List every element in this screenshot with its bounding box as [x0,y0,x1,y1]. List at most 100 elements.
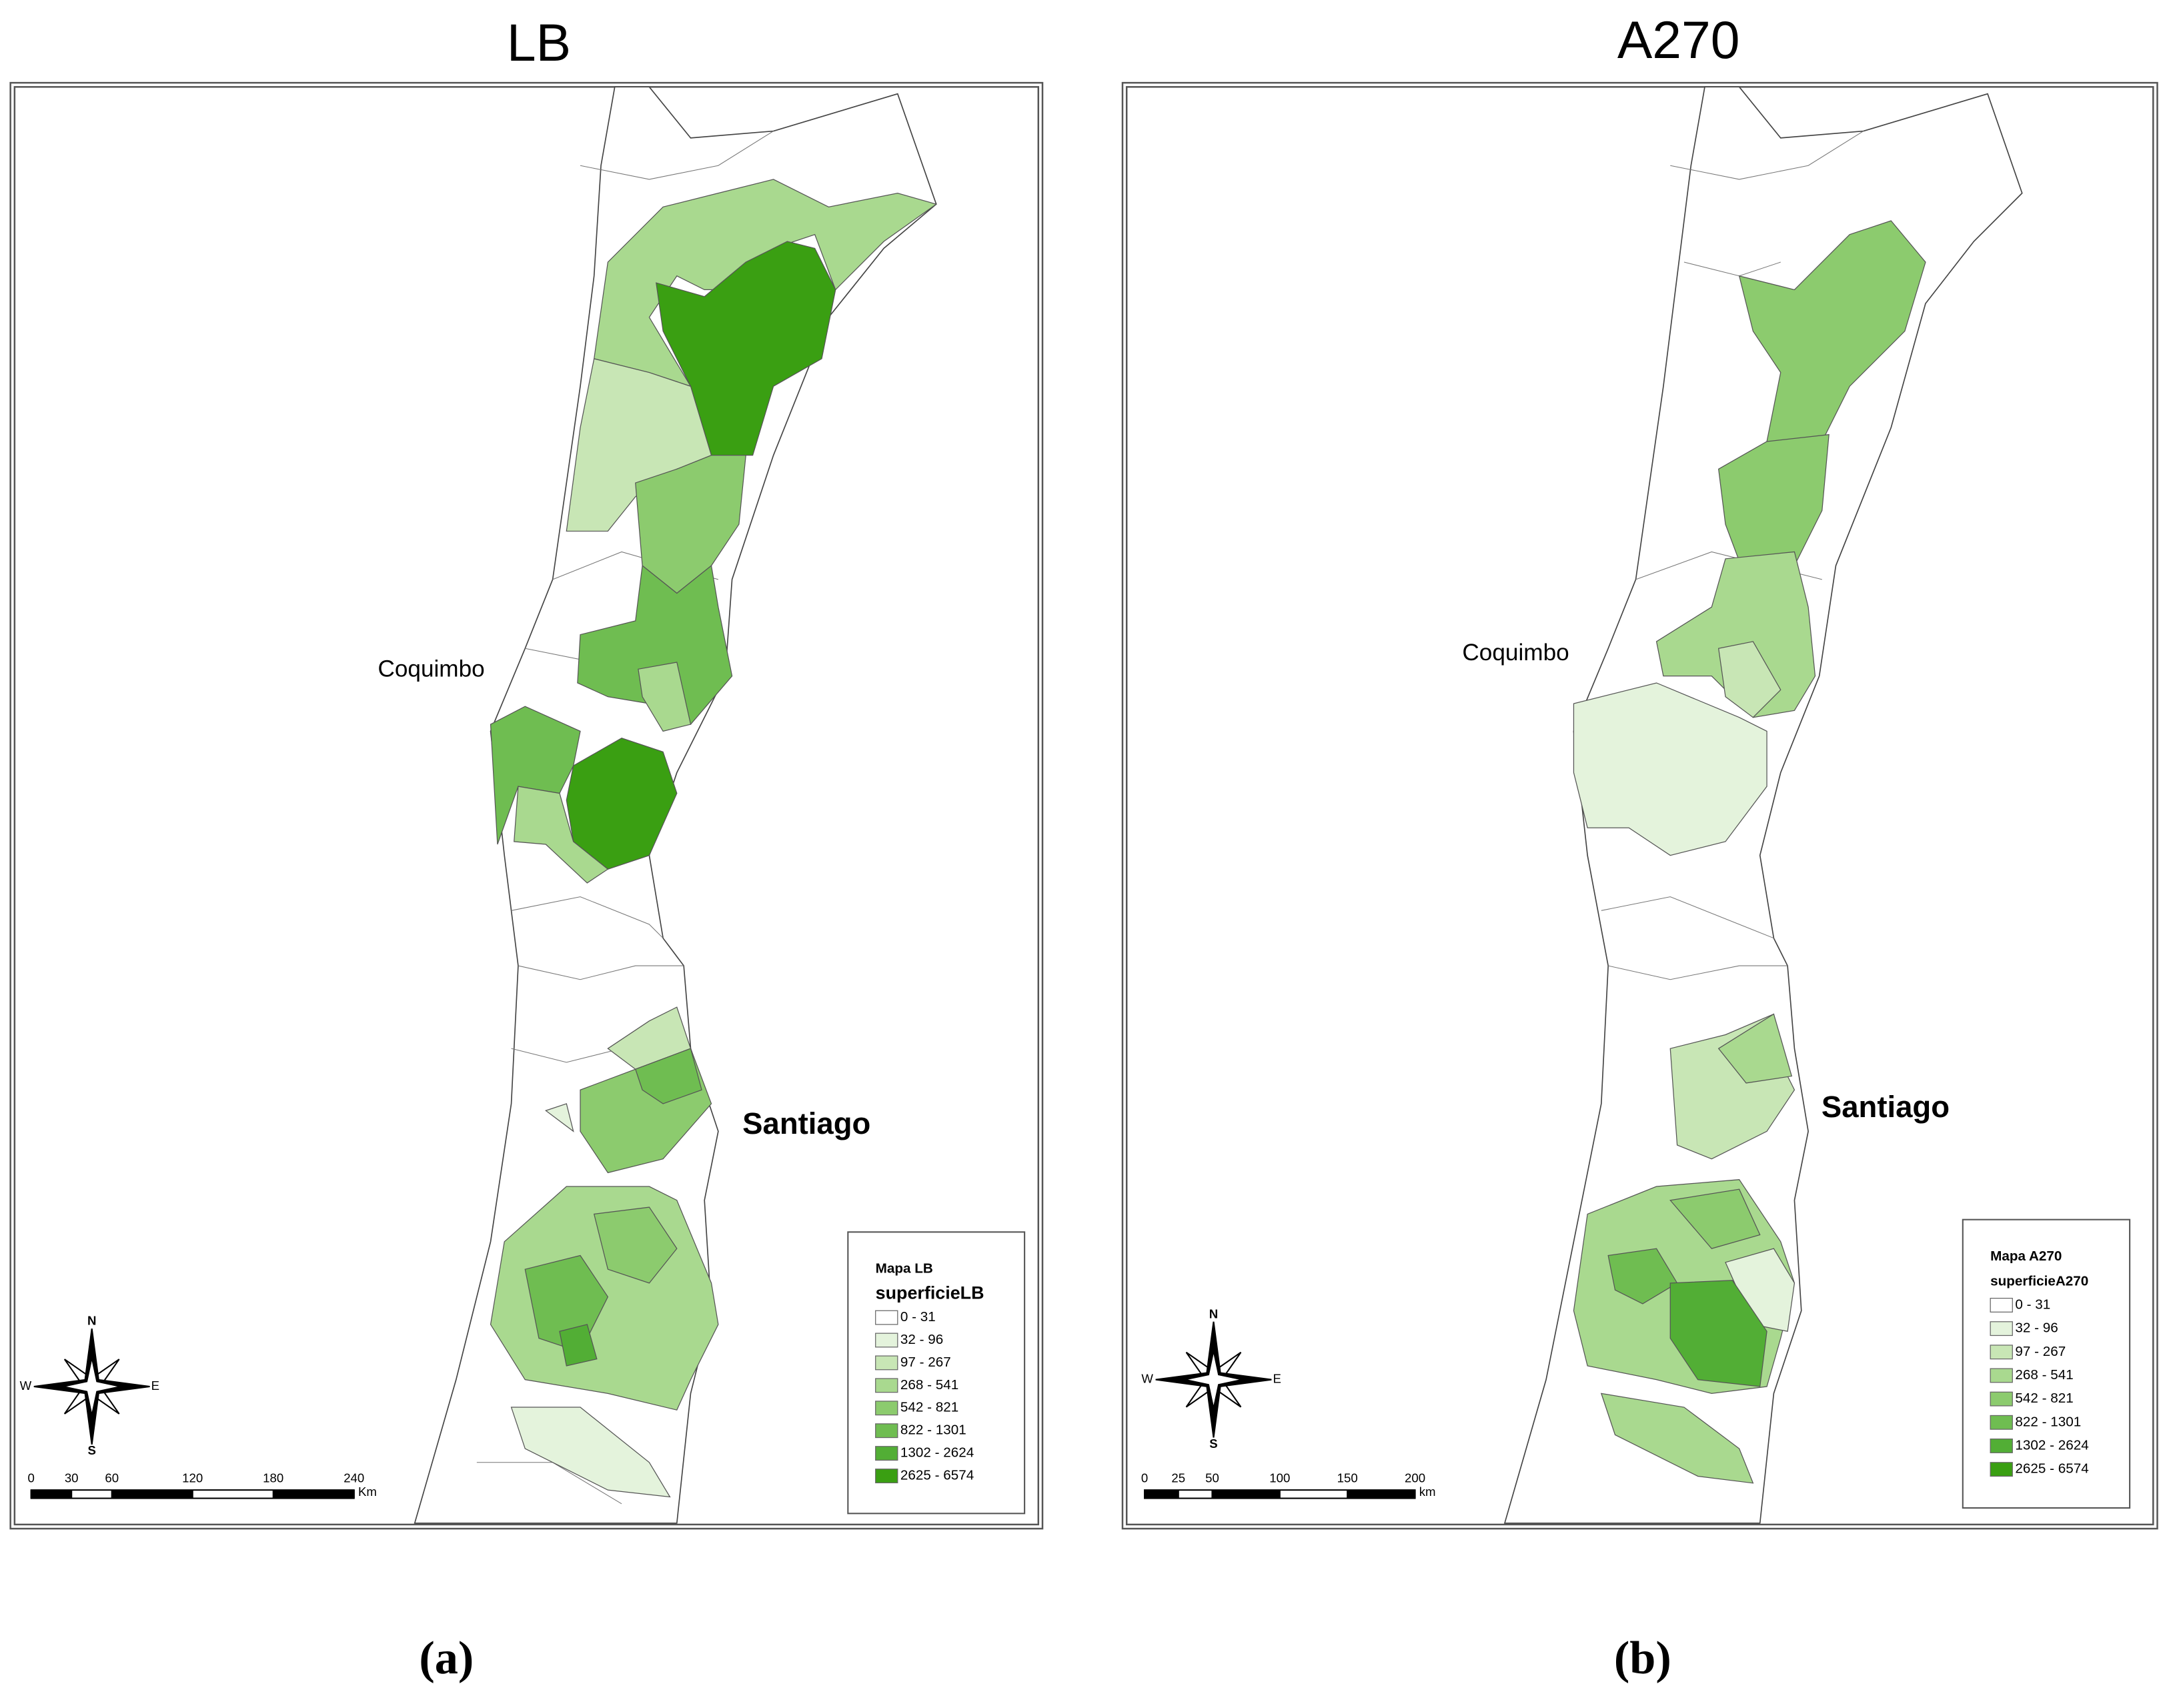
scale-segment [31,1490,72,1499]
scale-unit: Km [358,1485,377,1499]
legend-label: 268 - 541 [2015,1367,2073,1383]
compass-rose [1155,1321,1272,1438]
region [634,1048,702,1104]
legend-swatch [1990,1345,2013,1360]
scale-label: 0 [28,1471,35,1485]
legend-title: Mapa LB [876,1261,933,1276]
legend-swatch [875,1446,898,1461]
place-label: Coquimbo [378,656,484,682]
legend-swatch [875,1355,898,1371]
compass-label: W [1141,1372,1153,1386]
legend-swatch [1990,1391,2013,1407]
commune-border [511,896,664,939]
territory [1503,86,2023,1524]
legend-box [1962,1218,2131,1509]
legend-label: 268 - 541 [900,1377,958,1393]
scale-segment [1212,1490,1280,1499]
region [638,662,692,732]
legend-swatch [875,1378,898,1393]
region [1717,641,1781,718]
scale-label: 100 [1269,1471,1290,1485]
scale-label: 50 [1205,1471,1219,1485]
legend-swatch [875,1333,898,1348]
legend-swatch [875,1469,898,1484]
compass-label: N [87,1314,96,1328]
scale-label: 120 [182,1471,203,1485]
map-frame [1121,81,2158,1530]
place-label: Coquimbo [1462,640,1569,666]
region [1607,1248,1678,1305]
legend-label: 32 - 96 [900,1332,943,1347]
legend-swatch [875,1310,898,1325]
commune-border [580,131,774,180]
legend-swatch [1990,1415,2013,1430]
commune-border [1670,131,1864,180]
map-title: LB [507,13,571,72]
legend-label: 97 - 267 [2015,1344,2066,1359]
legend-swatch [1990,1462,2013,1477]
region [1717,1013,1793,1084]
region [607,1006,692,1070]
compass-star [64,1359,120,1415]
compass-rose [33,1328,150,1445]
compass-label: E [151,1379,159,1393]
compass-label: E [1273,1372,1281,1386]
legend-swatch [1990,1368,2013,1383]
region [559,1324,598,1367]
region [1573,682,1767,856]
legend-swatch [1990,1438,2013,1453]
scale-unit: km [1419,1485,1436,1499]
region [1738,220,1926,442]
legend-swatch [875,1401,898,1416]
compass-label: S [87,1443,95,1457]
scale-label: 0 [1141,1471,1148,1485]
legend-label: 2625 - 6574 [900,1468,974,1483]
legend-box [847,1231,1026,1515]
legend-label: 1302 - 2624 [2015,1437,2088,1453]
legend-label: 822 - 1301 [2015,1414,2081,1429]
scale-segment [111,1490,193,1499]
territory [414,86,937,1524]
legend-swatch [1990,1297,2013,1313]
map-b [1503,86,2023,1524]
legend-label: 0 - 31 [2015,1297,2050,1312]
legend-label: 542 - 821 [2015,1391,2073,1406]
scale-label: 180 [263,1471,283,1485]
legend-label: 2625 - 6574 [2015,1461,2088,1477]
scale-label: 200 [1405,1471,1425,1485]
place-label: Santiago [742,1106,870,1140]
compass-label: W [20,1379,32,1393]
legend-field: superficieA270 [1990,1273,2088,1289]
region [514,786,609,884]
region [1669,1280,1767,1387]
scale-label: 25 [1171,1471,1185,1485]
region [490,706,581,845]
region [544,1103,574,1132]
region [510,1407,671,1498]
region [566,738,678,870]
commune-border [518,965,684,980]
commune-border [1601,896,1774,939]
scale-label: 240 [343,1471,364,1485]
map-title: A270 [1617,11,1740,69]
legend-field: superficieLB [876,1283,984,1303]
legend-label: 32 - 96 [2015,1321,2058,1336]
compass-label: S [1209,1437,1217,1451]
scale-segment [273,1490,354,1499]
legend-label: 0 - 31 [900,1309,936,1325]
legend-swatch [1990,1321,2013,1337]
legend-title: Mapa A270 [1990,1248,2062,1264]
compass-label: N [1209,1307,1218,1321]
scale-label: 30 [65,1471,79,1485]
scale-label: 150 [1337,1471,1358,1485]
region [1600,1393,1754,1484]
scale-segment [1347,1490,1415,1499]
scale-segment [1145,1490,1179,1499]
map-a [414,86,938,1524]
map-frame-inner [1125,86,2154,1526]
legend-label: 1302 - 2624 [900,1445,974,1461]
place-label: Santiago [1822,1090,1950,1124]
map-frame [9,81,1044,1530]
